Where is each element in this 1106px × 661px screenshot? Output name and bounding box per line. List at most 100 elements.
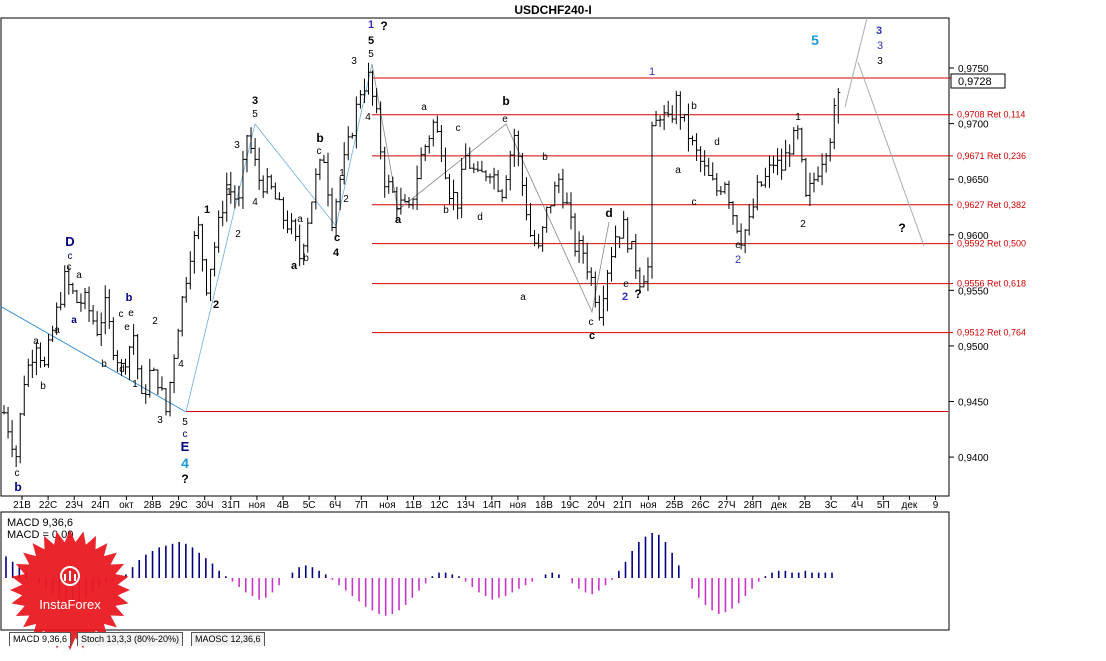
y-tick-label: 0,9600 xyxy=(958,231,989,242)
tab-stoch[interactable]: Stoch 13,3,3 (80%-20%) xyxy=(77,632,184,646)
price-bar xyxy=(386,174,391,194)
x-tick-label: 6Ч xyxy=(329,500,341,511)
price-bar xyxy=(131,324,136,355)
price-bar xyxy=(694,133,699,161)
wave-label: e xyxy=(735,240,741,251)
price-bar xyxy=(666,100,671,118)
price-bar xyxy=(87,286,92,322)
price-bar xyxy=(658,115,663,128)
price-bar xyxy=(824,153,829,173)
price-bar xyxy=(196,216,201,240)
wave-label: e xyxy=(124,322,130,333)
price-bar xyxy=(820,153,825,186)
price-bar xyxy=(354,96,359,149)
price-bar xyxy=(435,115,440,133)
price-bar xyxy=(828,138,833,162)
x-tick-label: 21П xyxy=(613,500,631,511)
price-bar xyxy=(520,152,525,196)
price-bar xyxy=(759,181,764,187)
price-bar xyxy=(625,217,630,253)
x-tick-label: 5С xyxy=(303,500,316,511)
price-bar xyxy=(74,289,79,304)
price-bar xyxy=(621,210,626,239)
price-bar xyxy=(261,175,266,199)
price-bar xyxy=(767,155,772,189)
wave-label: a xyxy=(520,292,526,303)
y-tick-label: 0,9450 xyxy=(958,398,989,409)
price-bar xyxy=(273,182,278,200)
wave-label: c xyxy=(692,197,697,208)
wave-label: 1 xyxy=(204,204,210,216)
price-bar xyxy=(816,166,821,182)
price-bar xyxy=(66,266,71,295)
y-tick-label: 0,9750 xyxy=(958,64,989,75)
price-bar xyxy=(755,175,760,211)
price-bar xyxy=(524,177,529,221)
price-bar xyxy=(42,356,47,367)
price-bar xyxy=(617,236,622,249)
wave-label: c xyxy=(67,262,72,273)
price-bar xyxy=(613,225,618,258)
wave-label: d xyxy=(714,137,720,148)
price-bar xyxy=(350,132,355,139)
price-bar xyxy=(321,154,326,163)
price-bar xyxy=(297,224,302,267)
price-bar xyxy=(731,201,735,225)
price-bar xyxy=(390,176,395,193)
price-bar xyxy=(552,181,557,207)
tab-macd[interactable]: MACD 9,36,6 xyxy=(9,632,72,646)
price-bar xyxy=(111,317,116,361)
fibonacci-retracement[interactable]: 0,9708 Ret 0,114 0,9671 Ret 0,236 0,9627 R… xyxy=(186,77,1026,413)
wave-label: 2 xyxy=(343,194,349,205)
price-bar xyxy=(735,214,740,234)
wave-label: E xyxy=(181,439,190,454)
price-bar xyxy=(556,173,561,194)
wave-label: c xyxy=(317,146,322,157)
price-bar xyxy=(577,231,582,263)
macd-panel[interactable] xyxy=(0,511,950,631)
wave-label: ? xyxy=(898,221,905,235)
price-bar xyxy=(151,367,156,372)
wave-label: a xyxy=(76,270,82,281)
price-bar xyxy=(107,289,112,329)
price-bar xyxy=(103,285,108,335)
wave-label: 3 xyxy=(877,40,883,52)
x-tick-label: 4Ч xyxy=(851,500,863,511)
price-bar xyxy=(216,210,221,253)
price-bar xyxy=(581,235,586,264)
price-bar xyxy=(127,345,132,381)
price-bar xyxy=(313,168,318,210)
price-bar xyxy=(95,311,100,337)
price-bar xyxy=(123,358,128,375)
price-bar xyxy=(739,223,744,250)
wave-label: d xyxy=(605,206,612,220)
trend-lines xyxy=(0,17,925,413)
price-bar xyxy=(674,90,679,125)
price-bar xyxy=(536,233,541,249)
x-tick-label: 30Ч xyxy=(196,500,214,511)
price-bar xyxy=(411,198,416,210)
wave-label: b xyxy=(691,101,697,112)
wave-label: e xyxy=(502,114,508,125)
price-axis: 0,9750 0,9700 0,9650 0,9600 0,9550 0,9500 0,94… xyxy=(949,64,989,464)
price-bar xyxy=(548,205,553,214)
wave-label: 2 xyxy=(622,291,628,303)
price-bar xyxy=(439,125,444,162)
wave-label: 2 xyxy=(152,316,158,327)
tab-maosc[interactable]: MAOSC 12,36,6 xyxy=(191,632,265,646)
price-bar xyxy=(370,70,375,106)
price-bar xyxy=(771,156,776,174)
wave-label: c xyxy=(334,232,340,244)
price-panel[interactable] xyxy=(0,17,950,497)
price-bar xyxy=(26,358,31,387)
logo-text: InstaForex xyxy=(39,597,101,612)
price-bar xyxy=(670,105,675,123)
price-bar xyxy=(168,381,173,417)
price-bar xyxy=(83,288,87,310)
price-bar xyxy=(650,121,654,279)
price-bar xyxy=(787,144,792,167)
price-bar xyxy=(155,369,160,395)
x-tick-label: 14П xyxy=(483,500,501,511)
price-bar xyxy=(285,210,290,234)
price-bar xyxy=(589,267,594,286)
